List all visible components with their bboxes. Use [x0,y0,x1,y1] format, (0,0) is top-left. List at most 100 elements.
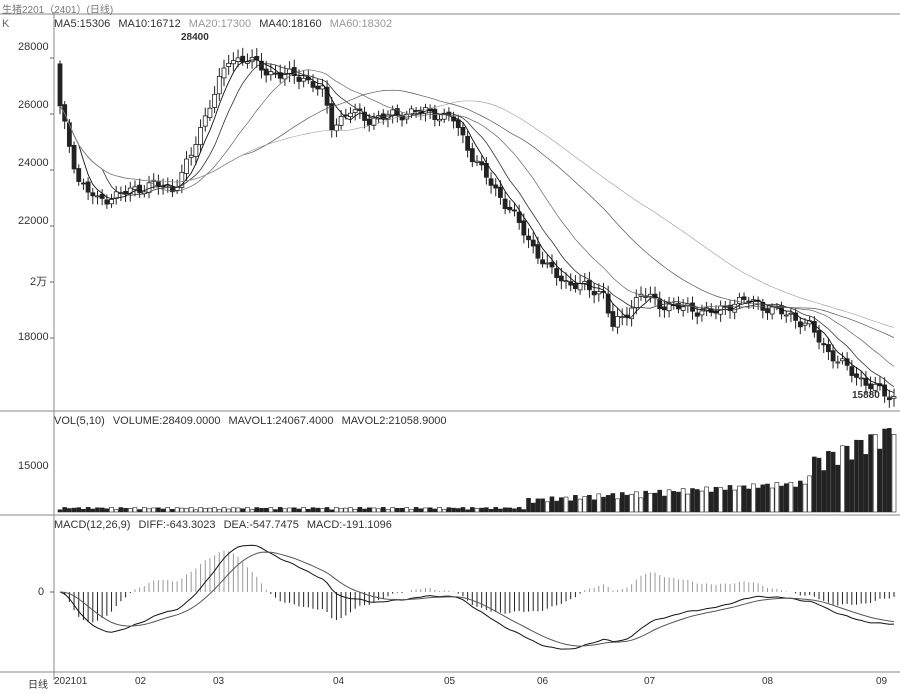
volume-bar-45 [268,507,274,513]
volume-bar-65 [362,508,367,513]
candle-body-95 [502,198,508,210]
volume-bar-173 [868,434,873,513]
volume-bar-58 [329,509,335,513]
volume-bar-117 [605,495,611,513]
volume-bar-144 [732,489,737,513]
candle-body-8 [95,195,100,198]
volume-bar-2 [67,508,72,513]
candle-body-96 [507,206,513,211]
candle-body-3 [71,145,77,170]
candle-body-28 [188,154,194,158]
volume-bar-153 [774,482,780,513]
volume-bar-47 [277,507,283,513]
candle-body-119 [615,316,620,328]
candle-body-120 [619,316,625,319]
volume-bar-24 [170,508,175,513]
volume-bar-15 [127,508,133,513]
candle-body-176 [882,384,888,397]
volume-bar-114 [591,499,597,513]
candle-body-33 [212,93,218,108]
volume-bar-159 [802,483,808,513]
volume-bar-164 [826,451,831,513]
x-tick-202101: 202101 [54,676,88,687]
candle-body-98 [516,211,522,223]
candle-body-60 [338,115,344,126]
volume-bar-95 [502,507,508,513]
volume-bar-108 [563,496,569,513]
volume-bar-67 [371,507,377,513]
candle-body-61 [343,114,349,117]
candle-body-47 [277,72,283,79]
volume-bar-163 [821,470,827,513]
volume-bar-124 [638,497,644,513]
ma40-value: MA40:18160 [259,18,322,30]
candle-body-94 [498,186,503,198]
candle-body-162 [816,330,822,343]
candle-body-43 [259,60,264,71]
volume-bar-101 [530,502,536,513]
candle-body-59 [334,124,339,132]
price-tick-20000: 2万 [30,276,48,288]
candle-body-21 [155,181,161,187]
candle-body-110 [572,283,578,290]
candle-body-62 [348,112,353,117]
volume-bar-61 [343,507,349,513]
volume-bar-146 [741,485,747,513]
price-tick-18000: 18000 [18,331,49,343]
volume-bar-64 [357,507,363,513]
candle-body-48 [282,72,288,80]
volume-bar-26 [179,507,185,513]
volume-bar-77 [418,508,424,513]
price-tick-26000: 26000 [18,99,49,111]
candle-body-87 [465,135,471,151]
volume-bar-151 [765,483,770,513]
candle-body-31 [202,115,208,127]
candle-body-145 [736,296,742,304]
volume-bar-68 [376,508,381,513]
ma40-line [59,89,895,339]
volume-bar-150 [760,484,766,513]
diff-value: DIFF:-643.3023 [138,519,216,531]
candle-body-38 [235,57,241,62]
volume-bar-12 [113,509,119,513]
candle-body-172 [863,377,869,386]
ma60-line [59,100,895,328]
candle-body-52 [301,77,307,82]
candle-body-178 [891,396,897,399]
candle-body-173 [868,383,873,390]
volume-bar-33 [212,507,217,513]
volume-bar-19 [146,508,152,513]
candle-body-7 [90,192,96,197]
dea-line [59,551,895,647]
candle-body-108 [563,280,569,283]
candle-body-71 [390,109,396,116]
candle-body-104 [544,262,550,265]
candle-body-100 [526,235,531,241]
volume-bar-82 [441,508,447,513]
x-tick-06: 06 [537,676,549,687]
volume-bar-156 [788,481,794,513]
ma10-line [59,63,895,388]
candle-body-165 [830,350,836,362]
volume-bar-89 [474,508,480,513]
candle-body-118 [610,311,616,327]
volume-bar-136 [694,489,700,513]
volume-bar-105 [549,496,555,513]
volume-bar-96 [507,507,513,513]
volume-bar-98 [516,507,522,513]
volume-bar-44 [263,508,269,513]
x-tick-08: 08 [762,676,774,687]
volume-bar-120 [619,492,625,513]
candle-body-12 [113,191,119,199]
mavol2-value: MAVOL2:21058.9000 [341,415,447,427]
candle-body-26 [179,171,185,188]
candle-body-4 [76,168,82,182]
volume-bar-84 [451,507,456,513]
candle-body-17 [137,184,143,194]
volume-bar-122 [629,493,634,513]
candle-body-44 [263,68,269,76]
volume-bar-145 [737,485,742,513]
volume-bar-18 [142,507,147,513]
